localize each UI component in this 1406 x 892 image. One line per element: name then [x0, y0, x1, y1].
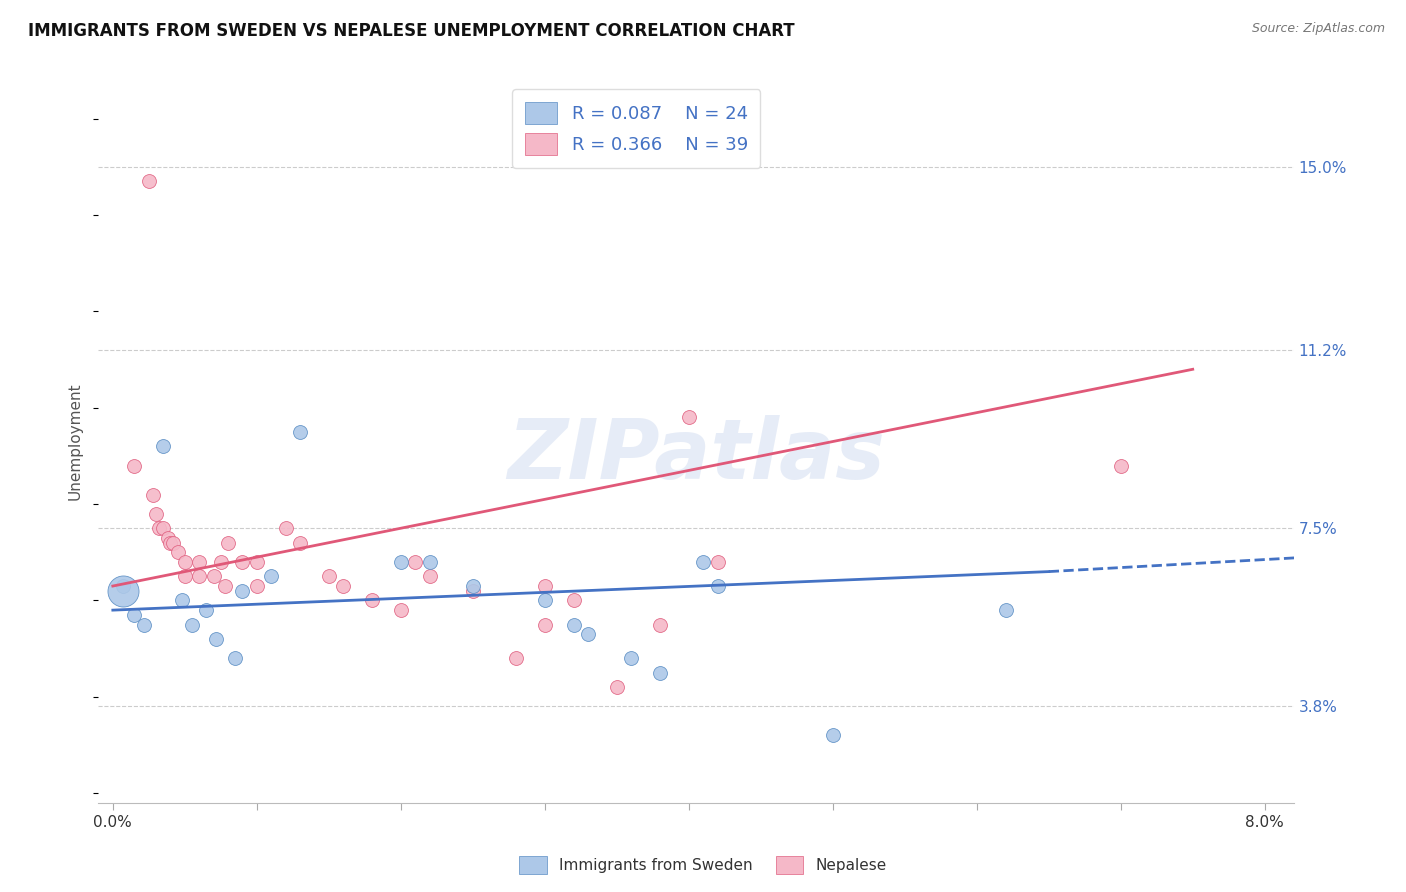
- Point: [142, 487, 165, 501]
- Point: [692, 555, 714, 569]
- Point: [706, 555, 728, 569]
- Point: [1109, 458, 1132, 473]
- Point: [205, 632, 228, 646]
- Point: [318, 569, 340, 583]
- Point: [821, 728, 844, 742]
- Text: IMMIGRANTS FROM SWEDEN VS NEPALESE UNEMPLOYMENT CORRELATION CHART: IMMIGRANTS FROM SWEDEN VS NEPALESE UNEMP…: [28, 22, 794, 40]
- Point: [231, 555, 253, 569]
- Point: [209, 555, 232, 569]
- Point: [124, 607, 146, 622]
- Legend: R = 0.087    N = 24, R = 0.366    N = 39: R = 0.087 N = 24, R = 0.366 N = 39: [512, 89, 761, 168]
- Point: [361, 593, 384, 607]
- Point: [274, 521, 297, 535]
- Point: [162, 535, 184, 549]
- Point: [195, 603, 218, 617]
- Point: [173, 555, 195, 569]
- Point: [214, 579, 236, 593]
- Point: [224, 651, 246, 665]
- Point: [111, 579, 134, 593]
- Legend: Immigrants from Sweden, Nepalese: Immigrants from Sweden, Nepalese: [513, 850, 893, 880]
- Point: [246, 555, 269, 569]
- Point: [678, 410, 700, 425]
- Point: [156, 531, 179, 545]
- Point: [138, 174, 160, 188]
- Point: [124, 458, 146, 473]
- Point: [389, 603, 412, 617]
- Point: [562, 617, 585, 632]
- Point: [576, 627, 599, 641]
- Point: [606, 680, 628, 694]
- Point: [419, 569, 441, 583]
- Point: [533, 617, 555, 632]
- Y-axis label: Unemployment: Unemployment: [67, 383, 83, 500]
- Point: [202, 569, 225, 583]
- Point: [188, 555, 211, 569]
- Point: [648, 665, 671, 680]
- Point: [111, 583, 134, 598]
- Point: [145, 507, 167, 521]
- Text: ZIPatlas: ZIPatlas: [508, 416, 884, 497]
- Point: [170, 593, 193, 607]
- Point: [148, 521, 170, 535]
- Point: [994, 603, 1017, 617]
- Point: [533, 579, 555, 593]
- Point: [181, 617, 204, 632]
- Point: [505, 651, 527, 665]
- Point: [217, 535, 239, 549]
- Text: Source: ZipAtlas.com: Source: ZipAtlas.com: [1251, 22, 1385, 36]
- Point: [231, 583, 253, 598]
- Point: [134, 617, 156, 632]
- Point: [533, 593, 555, 607]
- Point: [166, 545, 188, 559]
- Point: [188, 569, 211, 583]
- Point: [461, 579, 484, 593]
- Point: [562, 593, 585, 607]
- Point: [159, 535, 181, 549]
- Point: [461, 583, 484, 598]
- Point: [173, 569, 195, 583]
- Point: [152, 521, 174, 535]
- Point: [389, 555, 412, 569]
- Point: [288, 425, 311, 439]
- Point: [288, 535, 311, 549]
- Point: [246, 579, 269, 593]
- Point: [332, 579, 354, 593]
- Point: [152, 439, 174, 453]
- Point: [404, 555, 426, 569]
- Point: [419, 555, 441, 569]
- Point: [706, 579, 728, 593]
- Point: [648, 617, 671, 632]
- Point: [620, 651, 643, 665]
- Point: [260, 569, 283, 583]
